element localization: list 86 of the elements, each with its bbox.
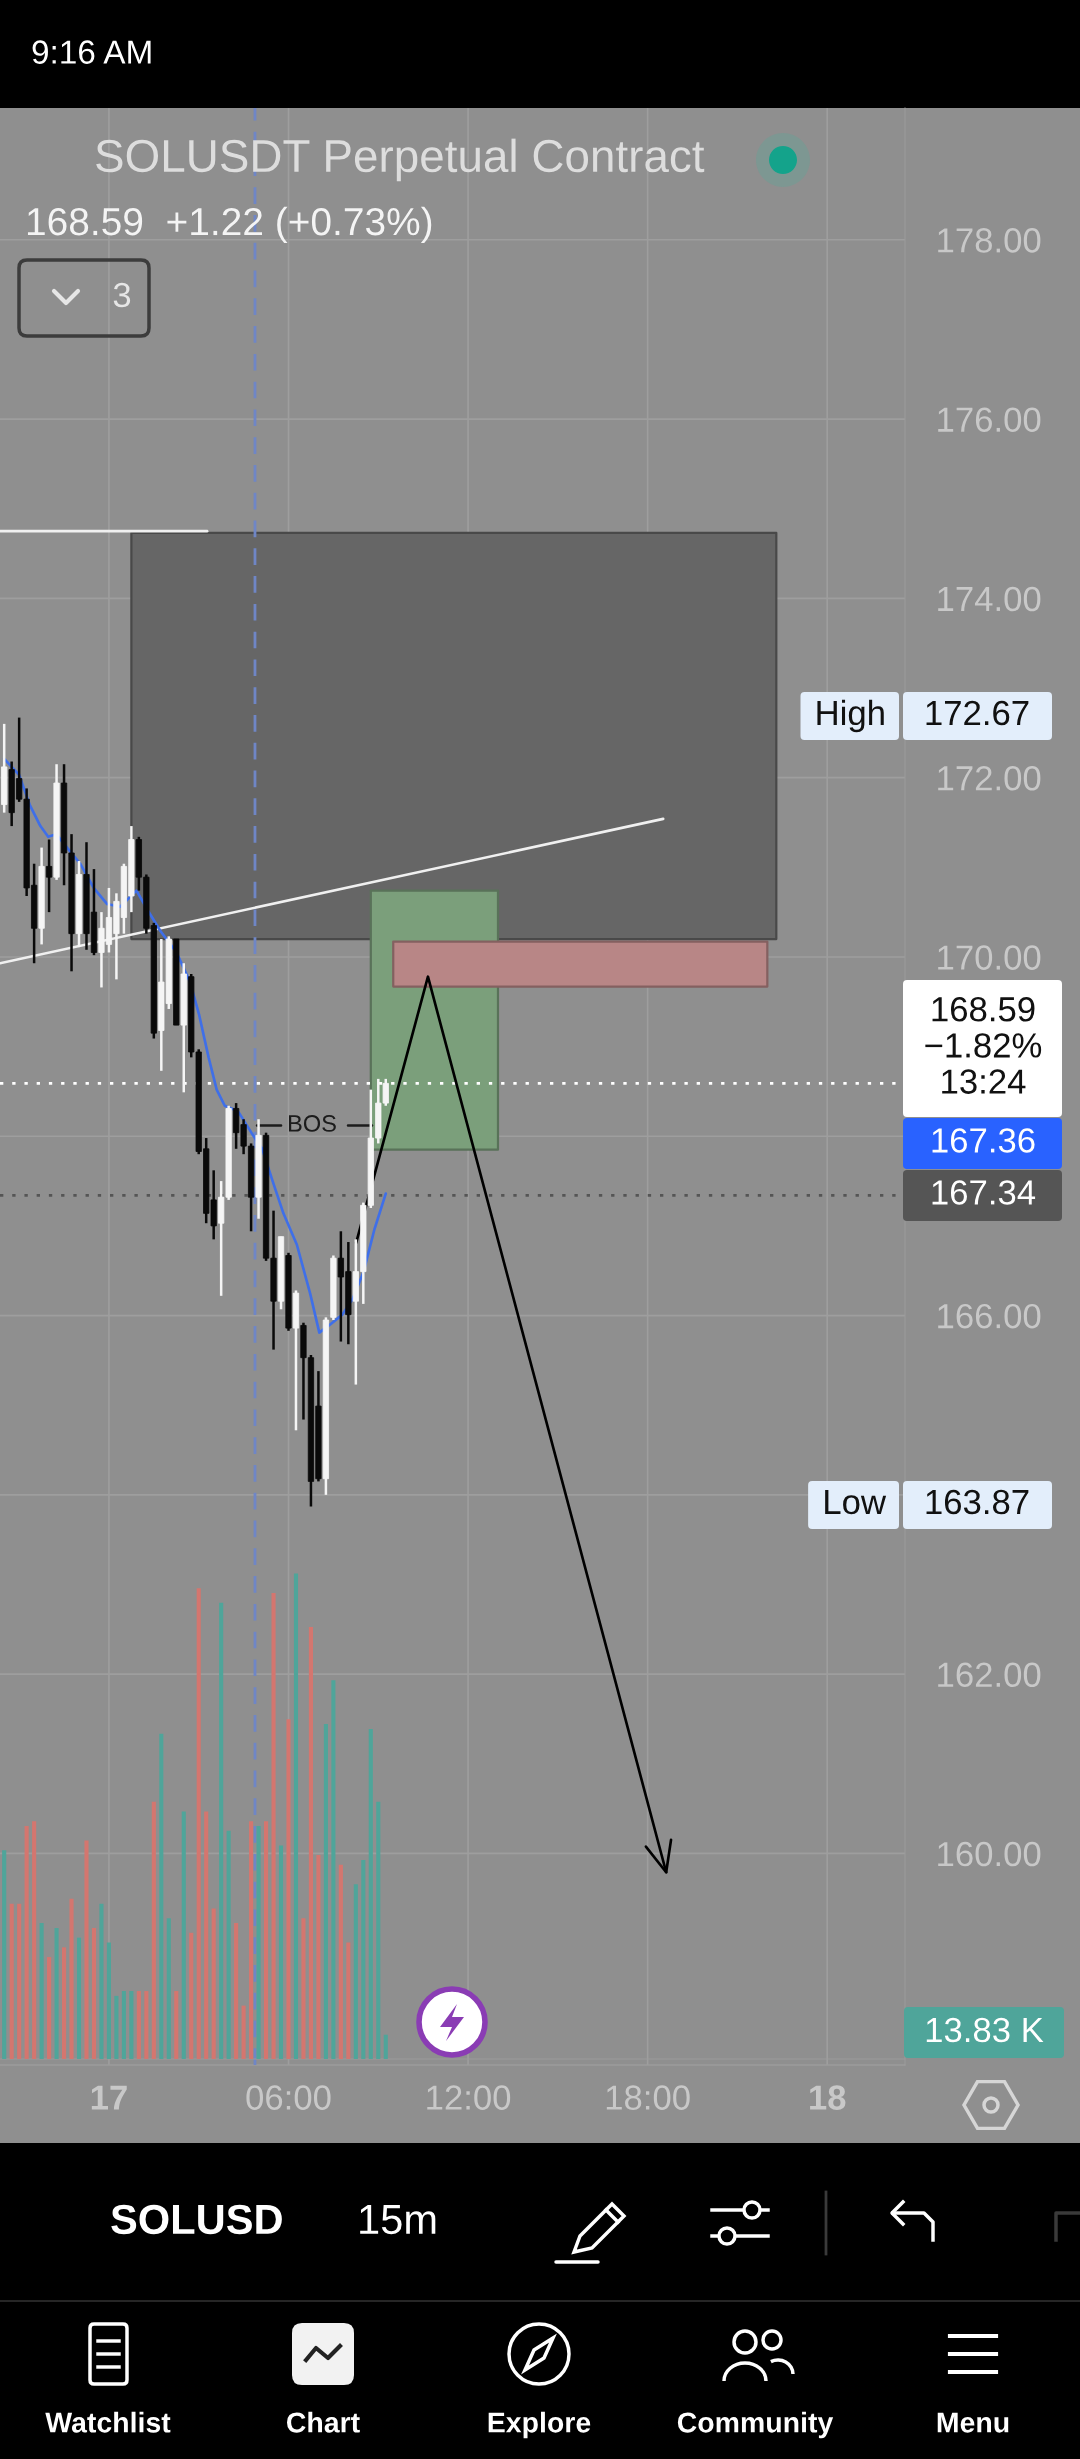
bar — [293, 1573, 299, 2059]
ref-line-label: 168.59 −1.82% 13:24 — [925, 997, 1042, 1094]
text: SOLUSD — [111, 2204, 282, 2235]
bar — [17, 1903, 22, 2059]
annotation: High — [817, 699, 884, 733]
ref-line-label: 167.34 — [932, 1180, 1036, 1205]
bar — [361, 1859, 366, 2059]
bar — [166, 1918, 171, 2059]
text: Community — [677, 2411, 834, 2439]
bar — [301, 1918, 306, 2059]
bar — [211, 1908, 216, 2059]
bar — [144, 1991, 149, 2059]
text: 172.67 — [926, 700, 1029, 726]
bar — [54, 1927, 59, 2059]
y-tick-label: 166.00 — [938, 1303, 1041, 1329]
bar — [234, 1923, 239, 2059]
x-tick-label: 06:00 — [246, 2085, 331, 2110]
x-tick-label: 18:00 — [606, 2085, 690, 2110]
text: 167.36 — [932, 1128, 1035, 1153]
bar — [323, 1724, 328, 2059]
bar — [136, 1991, 141, 2059]
bar — [121, 1991, 126, 2059]
y-tick-label: 178.00 — [938, 228, 1041, 253]
annotation: 3 — [113, 282, 131, 308]
annotation: Low — [825, 1490, 887, 1515]
bar — [151, 1801, 156, 2059]
bar — [338, 1864, 343, 2059]
bar — [159, 1733, 164, 2059]
bar — [204, 1811, 209, 2059]
bar — [9, 1903, 14, 2059]
annotation: BOS — [289, 1115, 336, 1132]
bar — [368, 1728, 373, 2059]
bar — [316, 1855, 321, 2059]
bar — [24, 1825, 29, 2059]
text: Explore — [488, 2411, 591, 2439]
candlestick — [45, 838, 53, 914]
bar — [129, 1991, 134, 2059]
bar — [241, 2005, 246, 2059]
bar — [226, 1830, 231, 2059]
bar — [99, 1903, 104, 2059]
bar — [264, 1821, 269, 2059]
bar — [308, 1626, 313, 2059]
bar — [286, 1719, 291, 2059]
text: SOLUSDT Perpetual Contract — [96, 138, 705, 182]
bar — [174, 1991, 179, 2059]
bar — [189, 1932, 194, 2059]
bar — [84, 1840, 89, 2059]
bar — [39, 1923, 44, 2059]
y-tick-label: 160.00 — [938, 1841, 1041, 1867]
bar — [61, 1947, 67, 2059]
x-tick-label: 12:00 — [427, 2085, 511, 2110]
text: Watchlist — [45, 2411, 171, 2433]
bar — [32, 1821, 37, 2059]
bar — [249, 1821, 254, 2059]
x2-tick-label: 17 — [91, 2085, 127, 2110]
bar — [353, 1884, 358, 2059]
bar — [271, 1592, 276, 2059]
text: 9:16 AM — [32, 40, 151, 64]
y-tick-label: 176.00 — [938, 407, 1041, 432]
bar — [181, 1811, 186, 2059]
text: 168.59 +1.22 (+0.73%) — [27, 206, 432, 244]
bar — [383, 2034, 388, 2059]
bar — [2, 1850, 7, 2059]
bar — [69, 1898, 74, 2059]
bar — [196, 1588, 201, 2059]
bar — [47, 1957, 52, 2059]
y-tick-label: 172.00 — [938, 766, 1041, 791]
bar — [278, 1845, 284, 2059]
text: 15m — [360, 2205, 436, 2235]
text: 13.83 K — [926, 2017, 1044, 2043]
bar — [106, 1942, 111, 2059]
bar — [346, 1942, 351, 2059]
bar — [91, 1927, 97, 2059]
bar — [114, 1995, 119, 2059]
text: Chart — [287, 2411, 360, 2433]
bar — [219, 1602, 224, 2059]
y-tick-label: 162.00 — [938, 1662, 1041, 1688]
bar — [256, 1825, 261, 2059]
bar — [76, 1937, 82, 2059]
bar — [376, 1801, 381, 2059]
y-tick-label: 174.00 — [938, 586, 1041, 612]
bar — [331, 1680, 336, 2059]
y-tick-label: 170.00 — [938, 945, 1041, 970]
text: Menu — [937, 2412, 1009, 2433]
x2-tick-label: 18 — [810, 2085, 846, 2110]
text: 163.87 — [926, 1489, 1029, 1515]
